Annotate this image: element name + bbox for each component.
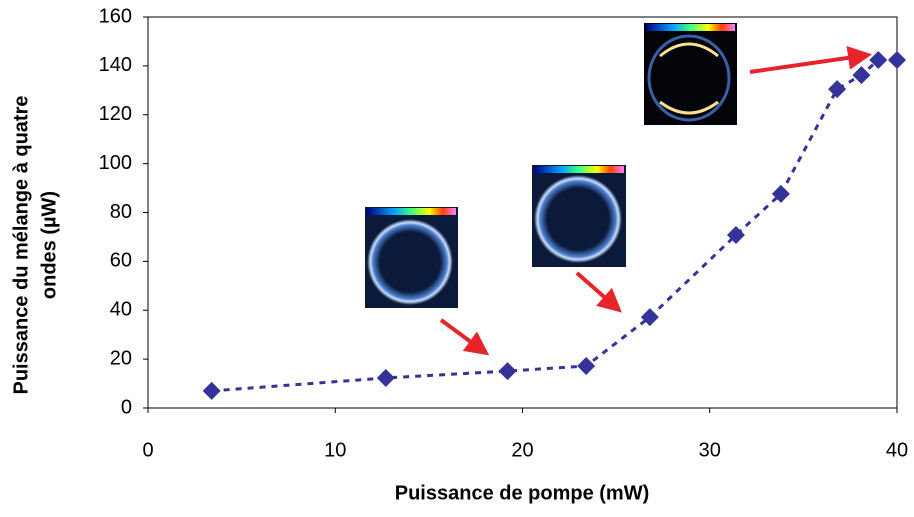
data-point <box>771 184 790 203</box>
data-point <box>202 381 221 400</box>
arrow <box>749 45 872 74</box>
y-tick-label: 60 <box>110 250 132 272</box>
colorbar <box>534 166 624 173</box>
y-tick-label: 20 <box>110 347 132 369</box>
data-point <box>852 66 871 85</box>
trend-line <box>211 58 897 393</box>
data-point <box>888 51 906 70</box>
data-point <box>376 368 395 387</box>
arrows <box>439 45 872 356</box>
x-tick-label: 0 <box>142 439 153 461</box>
y-axis-label: ondes (µW) <box>38 191 60 299</box>
ring-bright <box>659 42 719 58</box>
y-tick-label: 140 <box>99 54 132 76</box>
data-point <box>828 80 847 99</box>
data-point <box>577 356 596 375</box>
y-axis-label: Puissance du mélange à quatre <box>10 96 32 395</box>
arrow <box>575 271 623 313</box>
x-tick-label: 40 <box>886 439 908 461</box>
x-axis-label: Puissance de pompe (mW) <box>395 482 650 504</box>
data-point <box>869 51 888 70</box>
x-tick-label: 20 <box>511 439 533 461</box>
ring-bright <box>659 100 719 115</box>
arrow <box>439 318 490 356</box>
ring <box>367 219 453 305</box>
y-tick-label: 80 <box>110 201 132 223</box>
ring <box>534 175 622 263</box>
colorbar <box>367 208 456 215</box>
ring <box>647 34 731 122</box>
y-tick-label: 0 <box>121 396 132 418</box>
x-tick-label: 30 <box>699 439 721 461</box>
y-tick-label: 40 <box>110 299 132 321</box>
y-tick-label: 120 <box>99 103 132 125</box>
data-point <box>640 308 659 327</box>
data-point <box>726 225 745 244</box>
plot-frame <box>147 16 898 409</box>
y-tick-label: 160 <box>99 5 132 27</box>
y-tick-label: 100 <box>99 152 132 174</box>
insets <box>365 23 737 308</box>
inset-image <box>644 23 737 125</box>
x-tick-label: 10 <box>324 439 346 461</box>
data-point <box>498 362 517 381</box>
colorbar <box>646 24 735 31</box>
